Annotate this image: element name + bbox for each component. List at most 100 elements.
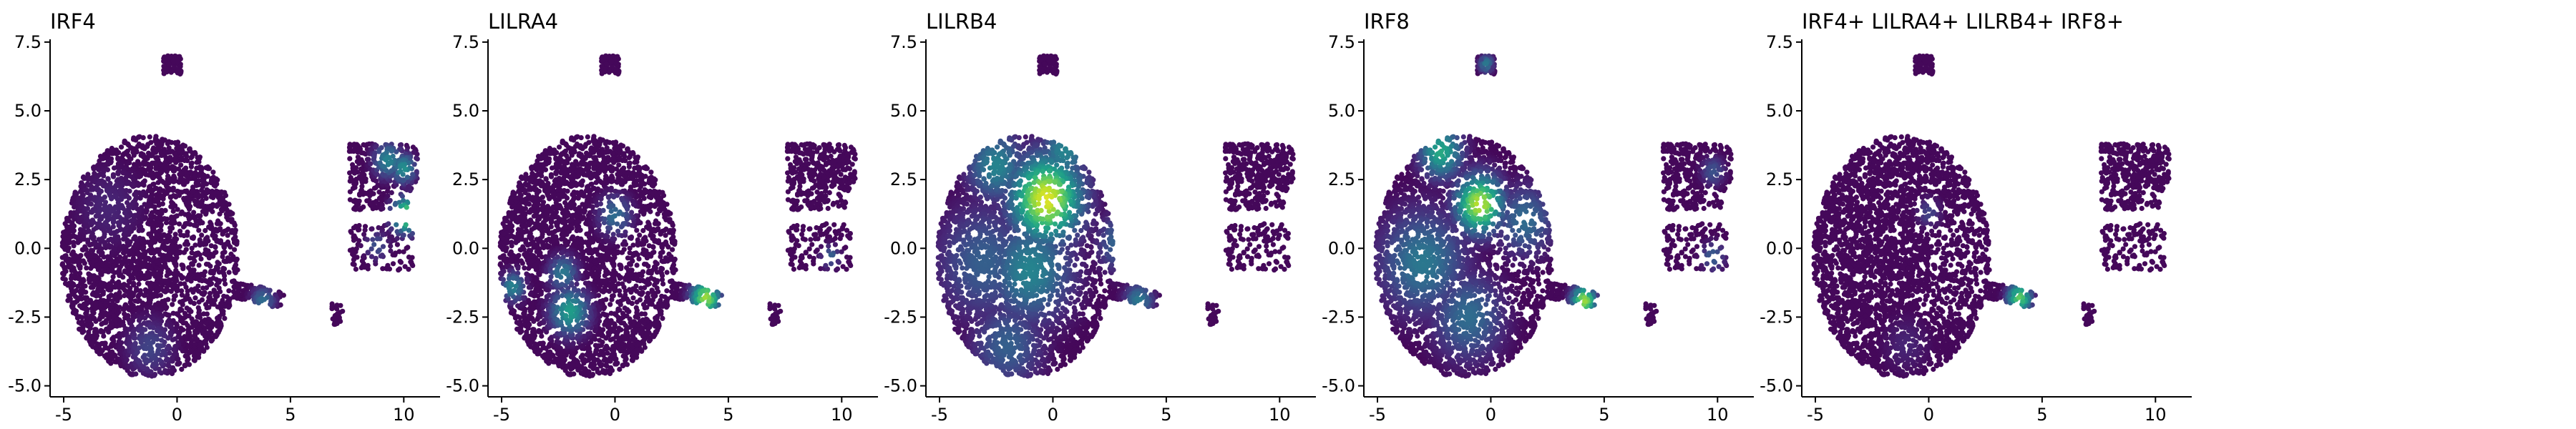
cell-point [355,154,361,160]
cell-point [145,270,150,276]
cell-point [206,225,212,230]
cell-point [106,267,112,273]
cell-point [185,230,190,235]
cell-point [86,277,92,282]
cell-point [208,252,214,257]
cell-point [148,139,154,145]
y-tick-label: 5.0 [14,101,42,121]
cell-point [80,282,86,288]
cell-point [330,305,336,310]
cell-point [388,243,394,249]
cell-point [366,197,372,203]
cell-point [224,214,230,220]
cell-point [88,201,94,207]
cell-point [394,222,399,227]
cell-point [157,252,163,257]
cell-point [155,179,161,185]
cell-point [175,207,180,212]
cell-point [414,155,419,161]
cell-point [117,269,122,275]
cell-point [229,211,235,217]
cell-point [161,64,167,69]
cell-point [220,202,226,208]
cell-point [203,338,209,344]
cell-point [155,271,161,277]
cell-point [380,206,386,212]
cell-point [108,282,114,288]
cell-point [233,262,239,267]
cell-point [203,261,210,267]
cell-point [212,227,218,234]
cell-point [81,301,87,307]
cell-point [214,264,220,270]
cell-point [191,358,197,363]
cell-point [389,148,394,154]
cell-point [115,171,121,177]
cell-point [192,295,198,301]
cell-point [222,273,228,279]
cell-point [208,297,214,302]
cell-point [210,275,216,281]
cell-point [147,282,152,287]
cell-point [206,317,213,322]
cell-point [370,237,376,242]
cell-point [111,165,117,171]
cell-point [394,235,400,242]
cell-point [65,297,71,303]
cell-point [185,195,190,201]
cell-point [352,184,358,190]
cell-point [410,172,416,177]
cell-point [358,207,364,212]
cell-point [170,208,176,214]
cell-point [152,197,158,202]
cell-point [183,189,189,194]
cell-point [182,297,188,302]
point-cloud [59,53,420,379]
cell-point [164,322,170,327]
cell-point [97,351,102,357]
cell-point [386,238,391,244]
cell-point [187,148,192,154]
cell-point [196,262,202,268]
cell-point [69,272,74,279]
cell-point [107,323,113,329]
cell-point [115,220,121,226]
cell-point [182,363,188,369]
cell-point [152,293,157,299]
cell-point [233,227,238,233]
cell-point [611,141,617,147]
cell-point [197,237,203,243]
cell-point [174,272,180,277]
cell-point [208,335,214,340]
cell-point [204,311,210,317]
cell-point [183,334,189,340]
cell-point [154,141,160,147]
cell-point [196,299,202,305]
cell-point [101,173,107,179]
cell-point [89,217,95,223]
cell-point [71,243,77,249]
cell-point [194,159,200,165]
cell-point [98,302,104,308]
cell-point [112,213,117,219]
cell-point [378,253,384,259]
cell-point [221,244,227,250]
cell-point [185,277,190,282]
cell-point [113,281,119,287]
cell-point [353,246,359,252]
cell-point [147,346,153,352]
cell-point [220,231,225,237]
cell-point [180,302,185,307]
cell-point [218,301,224,307]
cell-point [86,271,92,277]
cell-point [197,322,203,328]
cell-point [360,159,366,165]
y-tick-label: -5.0 [8,376,42,396]
cell-point [63,231,69,237]
cell-point [190,262,195,267]
cell-point [185,322,190,328]
cell-point [111,313,117,319]
cell-point [199,232,205,238]
cell-point [200,204,205,209]
